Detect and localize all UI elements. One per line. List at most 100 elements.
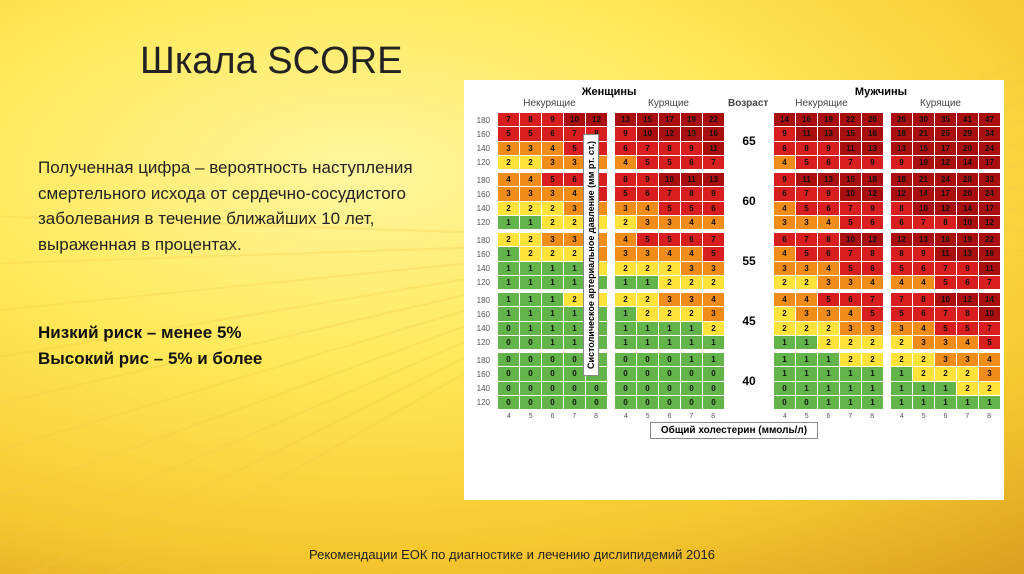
risk-cell: 8 xyxy=(615,173,636,186)
risk-cell: 0 xyxy=(520,367,541,380)
risk-cell: 15 xyxy=(913,142,934,155)
risk-cell: 2 xyxy=(703,322,724,335)
risk-cell: 1 xyxy=(840,396,861,409)
risk-cell: 1 xyxy=(862,396,883,409)
risk-cell: 3 xyxy=(703,307,724,320)
risk-cell: 7 xyxy=(796,187,817,200)
risk-cell: 2 xyxy=(615,293,636,306)
risk-cell: 2 xyxy=(498,202,519,215)
risk-cell: 14 xyxy=(957,156,978,169)
risk-cell: 6 xyxy=(913,262,934,275)
risk-cell: 1 xyxy=(637,336,658,349)
risk-cell: 5 xyxy=(818,293,839,306)
risk-cell: 2 xyxy=(913,353,934,366)
age-label: 65 xyxy=(732,113,766,169)
risk-cell: 3 xyxy=(703,262,724,275)
risk-cell: 1 xyxy=(564,307,585,320)
risk-cell: 24 xyxy=(935,173,956,186)
risk-cell: 13 xyxy=(913,233,934,246)
risk-cell: 3 xyxy=(681,293,702,306)
chol-ticks: 45678 xyxy=(891,413,1000,420)
risk-cell: 13 xyxy=(957,247,978,260)
risk-cell: 4 xyxy=(681,216,702,229)
risk-cell: 9 xyxy=(818,142,839,155)
risk-cell: 1 xyxy=(891,367,912,380)
risk-cell: 1 xyxy=(681,322,702,335)
risk-cell: 2 xyxy=(637,307,658,320)
risk-cell: 1 xyxy=(681,336,702,349)
risk-cell: 34 xyxy=(979,127,1000,140)
risk-cell: 1 xyxy=(913,396,934,409)
risk-cell: 0 xyxy=(564,353,585,366)
risk-cell: 2 xyxy=(774,322,795,335)
risk-cell: 7 xyxy=(840,247,861,260)
risk-grid: 131517192291012131667891145567 xyxy=(615,113,724,169)
smoking-no: Некурящие xyxy=(490,98,609,109)
risk-cell: 1 xyxy=(774,367,795,380)
smoking-no: Некурящие xyxy=(762,98,881,109)
risk-cell: 4 xyxy=(913,276,934,289)
risk-cell: 1 xyxy=(564,276,585,289)
risk-cell: 5 xyxy=(520,127,541,140)
risk-cell: 1 xyxy=(564,322,585,335)
risk-cell: 3 xyxy=(957,353,978,366)
smoking-yes: Курящие xyxy=(881,98,1000,109)
risk-cell: 0 xyxy=(637,353,658,366)
risk-cell: 6 xyxy=(818,202,839,215)
risk-cell: 1 xyxy=(818,382,839,395)
risk-cell: 3 xyxy=(935,336,956,349)
risk-grid: 89101113567893455623344 xyxy=(615,173,724,229)
risk-cell: 0 xyxy=(542,382,563,395)
risk-cell: 8 xyxy=(520,113,541,126)
risk-cell: 4 xyxy=(703,216,724,229)
risk-cell: 9 xyxy=(703,187,724,200)
risk-cell: 7 xyxy=(935,262,956,275)
risk-cell: 11 xyxy=(935,247,956,260)
risk-cell: 0 xyxy=(637,382,658,395)
risk-cell: 7 xyxy=(840,202,861,215)
risk-cell: 8 xyxy=(891,247,912,260)
risk-cell: 0 xyxy=(542,396,563,409)
risk-cell: 5 xyxy=(681,202,702,215)
risk-cell: 25 xyxy=(935,127,956,140)
risk-cell: 3 xyxy=(564,233,585,246)
risk-cell: 1 xyxy=(796,367,817,380)
risk-cell: 3 xyxy=(542,187,563,200)
risk-cell: 19 xyxy=(818,113,839,126)
risk-cell: 1 xyxy=(796,336,817,349)
risk-cell: 12 xyxy=(891,233,912,246)
risk-cell: 5 xyxy=(891,307,912,320)
risk-cell: 1 xyxy=(681,353,702,366)
risk-cell: 5 xyxy=(935,276,956,289)
risk-cell: 6 xyxy=(615,142,636,155)
risk-cell: 3 xyxy=(979,367,1000,380)
risk-cell: 6 xyxy=(681,156,702,169)
risk-cell: 5 xyxy=(840,216,861,229)
risk-cell: 7 xyxy=(796,233,817,246)
bp-axis-label: Систолическое артериальное давление (мм … xyxy=(583,134,599,376)
risk-cell: 1 xyxy=(520,307,541,320)
risk-grid: 263035414718212529341315172024910121417 xyxy=(891,113,1000,169)
risk-cell: 33 xyxy=(979,173,1000,186)
risk-cell: 5 xyxy=(796,202,817,215)
risk-cell: 1 xyxy=(615,336,636,349)
risk-cell: 10 xyxy=(840,187,861,200)
risk-cell: 6 xyxy=(774,142,795,155)
risk-thresholds: Низкий риск – менее 5% Высокий рис – 5% … xyxy=(38,320,438,371)
age-row-45: 1801601401201112211111011110011122334122… xyxy=(468,293,1000,349)
risk-cell: 4 xyxy=(913,322,934,335)
risk-cell: 7 xyxy=(659,187,680,200)
smoking-yes: Курящие xyxy=(609,98,728,109)
risk-cell: 3 xyxy=(796,216,817,229)
risk-cell: 6 xyxy=(913,307,934,320)
risk-cell: 0 xyxy=(659,353,680,366)
risk-cell: 13 xyxy=(615,113,636,126)
risk-cell: 6 xyxy=(862,216,883,229)
risk-cell: 7 xyxy=(862,293,883,306)
risk-cell: 35 xyxy=(935,113,956,126)
risk-high: Высокий рис – 5% и более xyxy=(38,346,438,372)
risk-grid: 6781012456783345622334 xyxy=(774,233,883,289)
risk-cell: 4 xyxy=(659,247,680,260)
risk-cell: 6 xyxy=(818,156,839,169)
risk-cell: 11 xyxy=(703,142,724,155)
